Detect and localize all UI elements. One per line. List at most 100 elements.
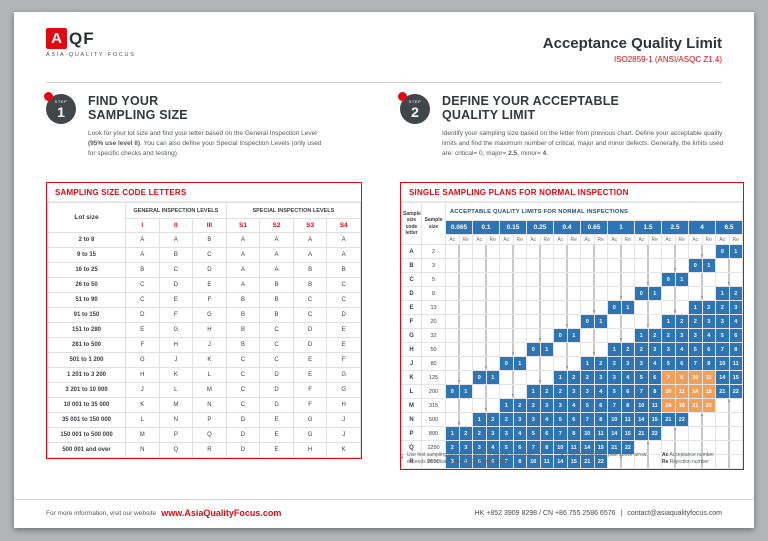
code-letter-cell: C	[326, 292, 361, 308]
ac-value-cell: 5	[580, 398, 595, 413]
sample-size-cell: 3	[421, 258, 446, 273]
code-letter-cell: A	[225, 277, 261, 293]
ac-value-cell: 14	[553, 454, 568, 469]
re-value-cell: 15	[647, 412, 662, 427]
code-letter-cell: C	[225, 352, 261, 368]
code-letter-cell: E	[192, 277, 227, 293]
down-arrow-cell	[499, 384, 527, 399]
re-value-cell: 6	[674, 356, 689, 371]
table-row: R 2000 3 4 5 6 7 8 10 11 14 15 21 22	[401, 454, 743, 469]
table-row: B3 01	[401, 258, 743, 273]
code-letter-cell: E	[259, 412, 294, 428]
ac-value-cell: 2	[715, 300, 730, 315]
up-arrow-cell	[715, 454, 743, 469]
re-header: Re	[512, 234, 527, 245]
code-letter-cell: D	[225, 427, 261, 443]
ac-value-cell: 3	[634, 356, 649, 371]
aql-value-header: 2.5	[661, 220, 689, 235]
ac-value-cell: 2	[445, 440, 460, 455]
code-letter-cell: F	[292, 382, 328, 398]
ac-value-cell: 0	[634, 286, 649, 301]
ac-value-cell: 2	[634, 342, 649, 357]
down-arrow-cell	[445, 342, 473, 357]
lot-size-cell: 500 001 and over	[47, 442, 126, 458]
page-header: A QF ASIA·QUALITY·FOCUS Acceptance Quali…	[46, 28, 722, 78]
re-value-cell: 2	[701, 300, 716, 315]
ac-value-cell: 0	[661, 272, 676, 287]
table-row: N5001223345678101114152122	[401, 412, 743, 427]
re-value-cell: 3	[566, 384, 581, 399]
code-letter-col-header: Sample size code letter	[401, 202, 422, 245]
lot-size-cell: 150 001 to 500 000	[47, 427, 126, 443]
code-letter-cell: G	[158, 322, 194, 338]
sample-size-cell: 5	[421, 272, 446, 287]
aql-value-header: 1	[607, 220, 635, 235]
re-value-cell: 2	[647, 328, 662, 343]
re-value-cell: 6	[701, 342, 716, 357]
code-letter-cell: B	[292, 262, 328, 278]
ac-value-cell: 3	[607, 370, 622, 385]
level-header: II	[158, 218, 194, 233]
ac-value-cell: 10	[553, 440, 568, 455]
re-value-cell: 2	[485, 412, 500, 427]
down-arrow-cell	[472, 286, 500, 301]
step-1-badge: STEP 1	[44, 92, 76, 124]
re-value-cell: 3	[593, 370, 608, 385]
down-arrow-cell	[715, 258, 743, 273]
down-arrow-cell	[445, 356, 473, 371]
down-arrow-cell	[472, 244, 500, 259]
ac-value-cell: 7	[634, 384, 649, 399]
code-letter-cell: E	[125, 322, 160, 338]
re-value-cell: 1	[512, 356, 527, 371]
ac-value-cell: 5	[526, 426, 541, 441]
ac-value-cell: 0	[445, 384, 460, 399]
code-letter-cell: A	[225, 262, 261, 278]
code-letter-cell: E	[292, 352, 328, 368]
down-arrow-cell	[553, 342, 581, 357]
ac-value-cell: 7	[607, 398, 622, 413]
re-value-cell: 3	[539, 398, 554, 413]
re-value-cell: 6	[647, 370, 662, 385]
ac-value-cell: 0	[715, 244, 730, 259]
lot-size-cell: 2 to 8	[47, 232, 126, 248]
website-link[interactable]: www.AsiaQualityFocus.com	[161, 508, 282, 518]
code-letter-cell: A	[259, 262, 294, 278]
code-letter-cell: J	[192, 337, 227, 353]
re-value-cell: 4	[512, 426, 527, 441]
re-header: Re	[593, 234, 608, 245]
lot-size-cell: 35 001 to 150 000	[47, 412, 126, 428]
table-row: A2 01	[401, 244, 743, 259]
down-arrow-cell	[634, 272, 662, 287]
table-row: E13011223	[401, 300, 743, 315]
ac-value-cell: 5	[472, 454, 487, 469]
code-letter-cell: B	[125, 262, 160, 278]
down-arrow-cell	[607, 244, 635, 259]
down-arrow-icon: ↓	[400, 451, 404, 460]
ac-value-cell: 10	[661, 384, 676, 399]
down-arrow-cell	[661, 286, 689, 301]
down-arrow-cell	[526, 314, 554, 329]
code-letter-cell: C	[259, 352, 294, 368]
ac-value-cell: 1	[634, 328, 649, 343]
down-arrow-cell	[472, 342, 500, 357]
ac-value-cell: 7	[688, 356, 703, 371]
ac-value-cell: 0	[526, 342, 541, 357]
code-letter-cell: J	[326, 412, 361, 428]
sample-size-cell: 80	[421, 356, 446, 371]
re-header: Re	[485, 234, 500, 245]
down-arrow-cell	[634, 300, 662, 315]
contact-email-link[interactable]: contact@asiaqualityfocus.com	[627, 509, 722, 517]
ac-value-cell: 1	[526, 384, 541, 399]
down-arrow-cell	[553, 314, 581, 329]
aql-value-header: 0.1	[472, 220, 500, 235]
logo-text: QF	[69, 28, 95, 48]
code-letter-cell: B	[192, 232, 227, 248]
code-letter-cell: G	[326, 382, 361, 398]
step-1-title-line1: FIND YOUR	[88, 94, 159, 108]
code-letter-cell: E	[259, 427, 294, 443]
ac-value-cell: 10	[715, 356, 730, 371]
table-row: M3151223345678101114152122	[401, 398, 743, 413]
re-value-cell: 4	[566, 398, 581, 413]
up-arrow-note: Use first sampling plan above arrow.	[567, 452, 648, 458]
code-letter-cell: A	[401, 244, 422, 259]
